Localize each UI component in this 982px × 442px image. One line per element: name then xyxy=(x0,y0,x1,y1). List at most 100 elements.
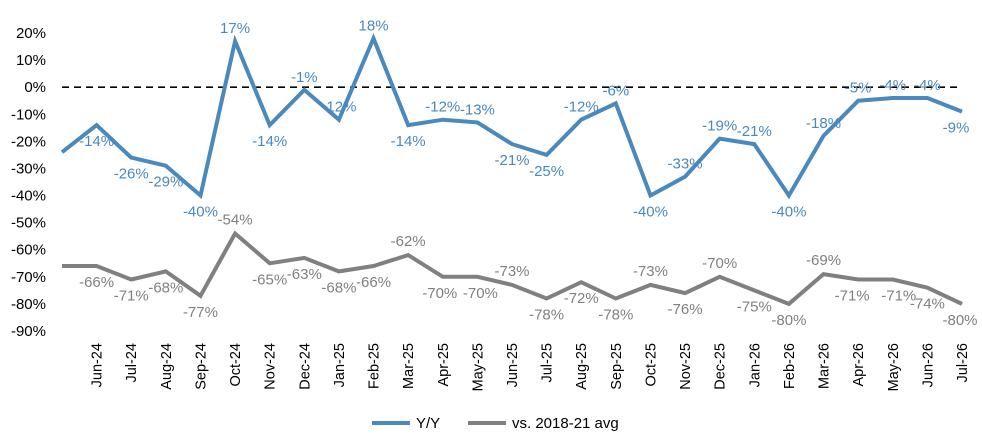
axis-layer: 20% 10% 0% -10% -20% -30% -40% -50% -60% -70% -80%… xyxy=(11,25,971,391)
data-label-vs-avg: -66% xyxy=(79,274,114,291)
data-label-yy: -26% xyxy=(114,166,149,183)
data-label-vs-avg: -66% xyxy=(356,274,391,291)
legend: Y/Y vs. 2018-21 avg xyxy=(372,415,619,432)
legend-label: Y/Y xyxy=(416,415,440,432)
x-tick-label: Jan-26 xyxy=(747,343,763,387)
x-tick-label: Dec-24 xyxy=(297,343,313,390)
data-label-yy: -21% xyxy=(494,152,529,169)
data-label-yy: 18% xyxy=(359,17,389,34)
data-label-yy: -19% xyxy=(702,118,737,135)
data-label-vs-avg: -71% xyxy=(835,288,870,305)
x-tick-label: Jun-26 xyxy=(920,343,936,387)
x-tick-label: Jun-24 xyxy=(90,343,106,387)
data-label-yy: -29% xyxy=(148,174,183,191)
data-label-vs-avg: -78% xyxy=(529,306,564,323)
x-tick-label: Nov-25 xyxy=(678,343,694,390)
x-tick-label: Jun-25 xyxy=(505,343,521,387)
x-tick-label: Oct-25 xyxy=(643,343,659,387)
y-tick-label: -70% xyxy=(11,269,46,286)
data-label-yy: -12% xyxy=(425,99,460,116)
x-tick-label: Aug-24 xyxy=(159,343,175,390)
data-label-vs-avg: -68% xyxy=(321,279,356,296)
data-label-yy: -12% xyxy=(321,99,356,116)
data-label-vs-avg: -76% xyxy=(668,301,703,318)
data-label-vs-avg: -63% xyxy=(287,266,322,283)
data-label-vs-avg: -80% xyxy=(942,312,977,329)
data-labels: -14%-26% -29%-40%17%-14%-1%-12%18%-14%-12… xyxy=(79,17,977,328)
x-tick-label: Jul-25 xyxy=(540,343,556,383)
y-tick-label: -60% xyxy=(11,242,46,259)
y-tick-label: 0% xyxy=(24,79,46,96)
data-label-vs-avg: -72% xyxy=(564,290,599,307)
data-label-yy: -40% xyxy=(771,204,806,221)
data-label-yy: -25% xyxy=(529,163,564,180)
data-label-vs-avg: -74% xyxy=(910,296,945,313)
data-label-vs-avg: -73% xyxy=(633,263,668,280)
series-line-yy xyxy=(60,33,963,200)
data-label-yy: -14% xyxy=(79,133,114,150)
x-tick-label: May-26 xyxy=(886,343,902,391)
x-tick-label: Aug-25 xyxy=(574,343,590,390)
data-label-yy: -6% xyxy=(603,82,630,99)
x-tick-label: Feb-26 xyxy=(782,343,798,389)
x-tick-label: Sep-25 xyxy=(609,343,625,390)
data-label-vs-avg: -75% xyxy=(737,298,772,315)
data-label-yy: -40% xyxy=(633,204,668,221)
data-label-vs-avg: -73% xyxy=(494,263,529,280)
data-label-vs-avg: -71% xyxy=(114,288,149,305)
y-tick-label: -10% xyxy=(11,106,46,123)
x-tick-label: Dec-25 xyxy=(713,343,729,390)
x-tick-label: Jan-25 xyxy=(332,343,348,387)
x-tick-label: Feb-25 xyxy=(367,343,383,389)
data-label-yy: -40% xyxy=(183,204,218,221)
data-label-yy: -33% xyxy=(668,156,703,173)
data-label-yy: -21% xyxy=(737,123,772,140)
x-tick-label: Sep-24 xyxy=(193,343,209,390)
data-label-vs-avg: -80% xyxy=(771,312,806,329)
x-tick-label: Apr-25 xyxy=(436,343,452,387)
data-label-vs-avg: -68% xyxy=(148,279,183,296)
data-label-yy: -13% xyxy=(460,101,495,118)
x-tick-label: Jul-24 xyxy=(124,343,140,383)
data-label-yy: -14% xyxy=(252,133,287,150)
data-label-vs-avg: -78% xyxy=(598,306,633,323)
series-lines xyxy=(60,33,963,307)
data-label-vs-avg: -54% xyxy=(218,211,253,228)
x-tick-label: Jul-26 xyxy=(955,343,971,383)
data-label-vs-avg: -70% xyxy=(463,285,498,302)
y-tick-label: -50% xyxy=(11,215,46,232)
data-label-vs-avg: -62% xyxy=(391,233,426,250)
data-label-vs-avg: -71% xyxy=(881,288,916,305)
data-label-yy: -4% xyxy=(879,77,906,94)
data-label-vs-avg: -70% xyxy=(422,285,457,302)
y-tick-label: 20% xyxy=(16,25,46,42)
y-tick-label: -40% xyxy=(11,188,46,205)
data-label-yy: 17% xyxy=(220,20,250,37)
y-tick-label: -30% xyxy=(11,160,46,177)
series-line-vs-avg xyxy=(62,230,963,307)
y-tick-label: -90% xyxy=(11,323,46,340)
y-tick-label: -20% xyxy=(11,133,46,150)
data-label-vs-avg: -69% xyxy=(806,252,841,269)
data-label-vs-avg: -77% xyxy=(183,304,218,321)
x-tick-label: Oct-24 xyxy=(228,343,244,387)
y-tick-label: 10% xyxy=(16,52,46,69)
x-tick-label: Nov-24 xyxy=(263,343,279,390)
data-label-vs-avg: -70% xyxy=(702,255,737,272)
legend-label: vs. 2018-21 avg xyxy=(512,415,619,432)
x-tick-label: Mar-25 xyxy=(401,343,417,389)
data-label-yy: -9% xyxy=(943,120,970,137)
x-tick-label: Apr-26 xyxy=(851,343,867,387)
x-tick-label: Mar-26 xyxy=(817,343,833,389)
y-tick-label: -80% xyxy=(11,296,46,313)
data-label-yy: -1% xyxy=(291,69,318,86)
data-label-vs-avg: -65% xyxy=(252,271,287,288)
data-label-yy: -5% xyxy=(845,80,872,97)
data-label-yy: -18% xyxy=(806,115,841,132)
data-label-yy: -12% xyxy=(564,99,599,116)
data-label-yy: -14% xyxy=(391,133,426,150)
data-label-yy: -4% xyxy=(914,77,941,94)
x-tick-label: May-25 xyxy=(470,343,486,391)
